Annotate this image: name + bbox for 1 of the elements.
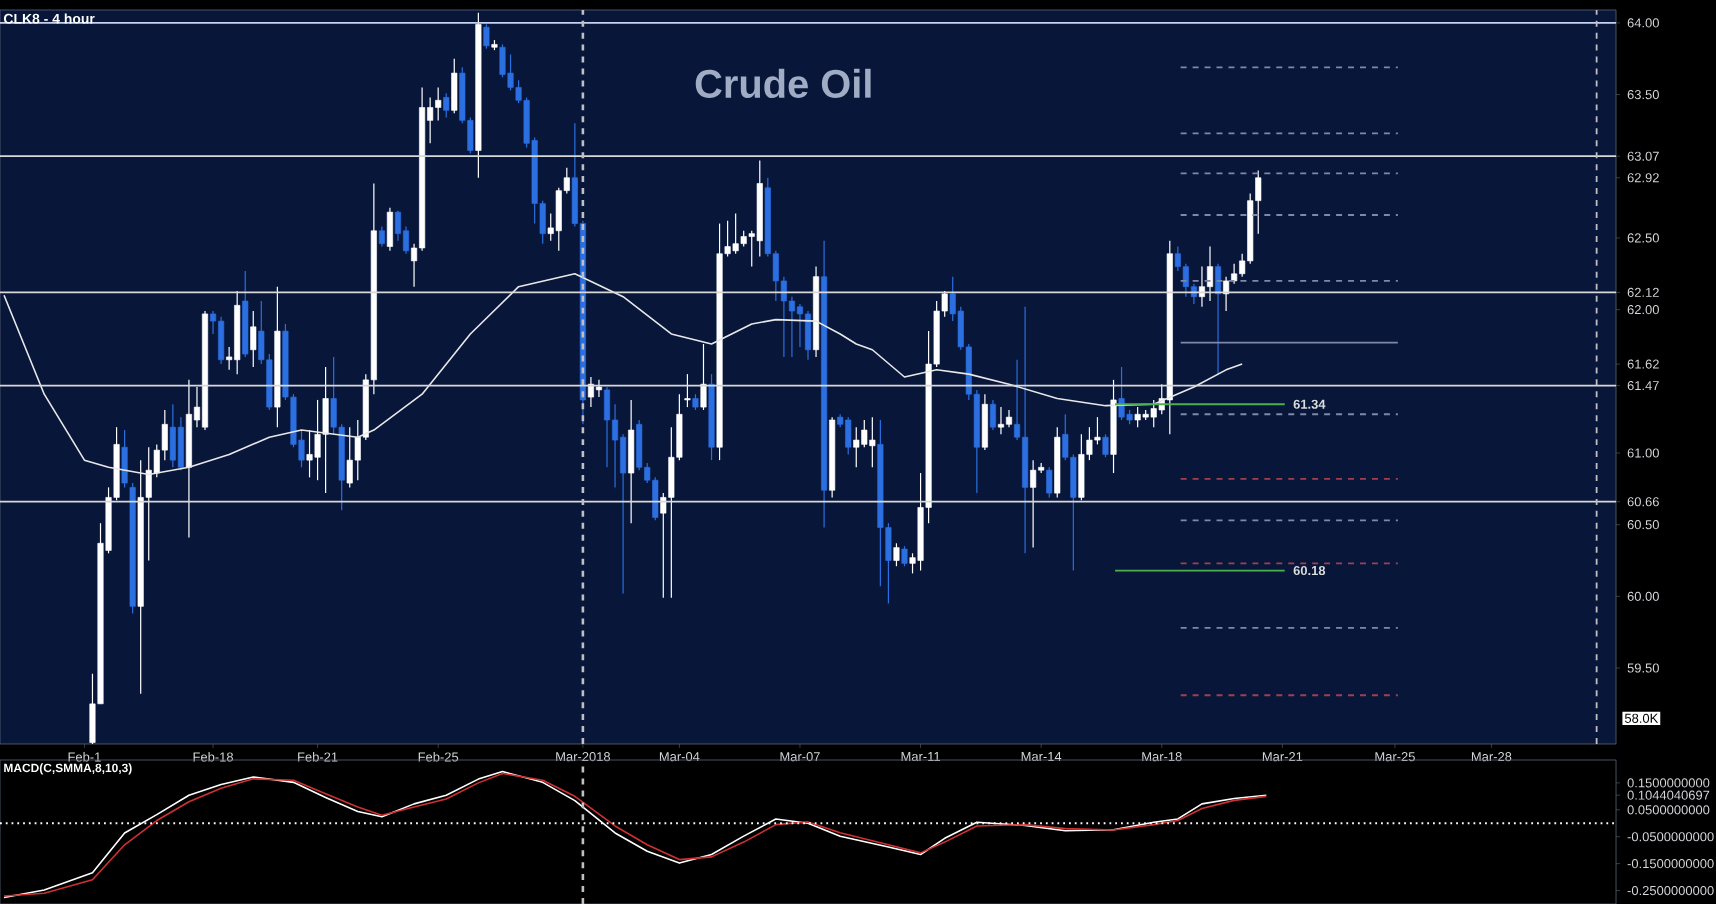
text: Crude Oil (695, 68, 871, 99)
